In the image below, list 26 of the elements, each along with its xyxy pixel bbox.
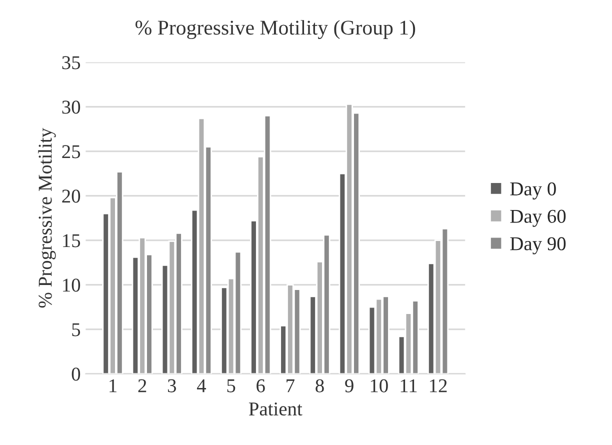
chart-title: % Progressive Motility (Group 1) [136,20,416,40]
x-tick-label: 3 [168,379,176,392]
x-tick-label: 12 [430,379,447,392]
x-tick-label: 1 [110,379,116,392]
x-tick-label: 5 [227,379,236,392]
y-tick-label: 35 [62,56,80,70]
y-tick-label: 25 [62,145,80,158]
y-tick-label: 5 [72,323,80,336]
legend-label: Day 60 [510,210,566,227]
x-tick-label: 6 [256,379,265,392]
x-tick-label: 9 [345,379,354,392]
legend-label: Day 90 [510,237,566,254]
y-tick-label: 0 [72,368,80,381]
x-tick-label: 8 [316,379,324,392]
x-tick-label: 4 [196,379,206,392]
x-tick-label: 7 [286,379,294,392]
x-axis-title: Patient [248,402,302,416]
y-tick-label: 30 [62,100,80,114]
legend-label: Day 0 [510,182,556,200]
y-tick-label: 20 [62,190,80,203]
y-tick-label: 10 [63,278,80,292]
x-tick-label: 10 [370,379,388,392]
x-tick-label: 2 [138,379,146,392]
y-tick-label: 15 [63,234,80,248]
x-tick-label: 11 [400,379,417,392]
y-axis-title: % Progressive Motility [38,128,56,308]
